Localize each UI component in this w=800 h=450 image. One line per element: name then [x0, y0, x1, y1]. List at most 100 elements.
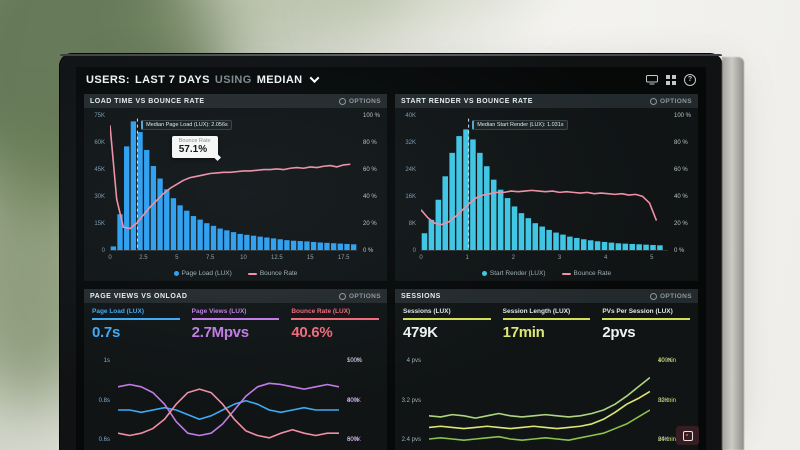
y-right-label: 40 min — [658, 358, 677, 365]
metric-selector[interactable]: MEDIAN — [256, 73, 303, 86]
start-render-vs-bounce-rate-svg — [421, 116, 663, 250]
legend-item-bounce-rate[interactable]: Bounce Rate — [561, 270, 611, 277]
x-tick-label: 3 — [557, 255, 562, 261]
y-left-label: 3.2 pvs — [401, 397, 421, 404]
x-tick-label: 0 — [108, 255, 112, 261]
metric-label: Sessions (LUX) — [403, 308, 451, 315]
options-button[interactable]: OPTIONS — [649, 97, 692, 105]
options-button[interactable]: OPTIONS — [338, 292, 381, 300]
page-views-vs-onload-trend-svg — [118, 352, 339, 450]
y-right-label: 60% — [347, 437, 360, 444]
series-dot-icon — [481, 271, 487, 276]
y-axis-left: 1s 0.8s 0.6s — [84, 352, 114, 450]
y-left-label: 0 — [412, 248, 416, 254]
y-left-label: 0.8s — [98, 397, 110, 404]
panel-header: LOAD TIME VS BOUNCE RATE OPTIONS — [84, 94, 387, 108]
start-render-chart: 40K 32K 24K 16K 8K 0 100 % 80 % 60 % 40 % 20 % 0 %… — [395, 108, 698, 266]
y-right-label: 60K — [658, 437, 669, 444]
gear-icon — [338, 97, 346, 105]
metric-page-load[interactable]: Page Load (LUX) 0.7s — [92, 308, 180, 341]
grid-icon[interactable] — [666, 74, 676, 85]
y-left-label: 15K — [94, 221, 105, 227]
y-axis-right: 100 % 80 % 60 % 40 % 20 % 0 % — [670, 113, 698, 254]
legend-item-page-load[interactable]: Page Load (LUX) — [173, 270, 232, 277]
y-left-label: 0.6s — [98, 437, 110, 444]
metric-page-views[interactable]: Page Views (LUX) 2.7Mpvs — [191, 308, 280, 341]
metric-session-length[interactable]: Session Length (LUX) 17min — [502, 308, 591, 341]
gear-icon — [338, 292, 346, 300]
panel-title: START RENDER VS BOUNCE RATE — [401, 97, 533, 105]
series-line-icon — [561, 272, 571, 275]
options-label: OPTIONS — [348, 97, 381, 105]
chart-tooltip: Bounce Rate 57.1% — [171, 136, 218, 159]
chevron-down-icon[interactable] — [309, 73, 319, 84]
metric-rule — [291, 318, 380, 320]
plot-area — [118, 352, 339, 450]
x-tick-label: 15 — [306, 255, 314, 261]
panel-start-render: START RENDER VS BOUNCE RATE OPTIONS 40K 3… — [395, 94, 698, 281]
legend-item-bounce-rate[interactable]: Bounce Rate — [247, 270, 298, 277]
metric-bounce-rate[interactable]: Bounce Rate (LUX) 40.6% — [291, 308, 380, 341]
metric-pvs-per-session[interactable]: PVs Per Session (LUX) 2pvs — [602, 308, 691, 341]
x-tick-label: 0 — [419, 255, 423, 261]
legend-label: Start Render (LUX) — [489, 270, 546, 277]
legend-label: Bounce Rate — [259, 270, 298, 277]
metric-value: 2pvs — [602, 324, 636, 341]
chart-legend: Page Load (LUX) Bounce Rate — [84, 266, 387, 281]
y-right-label: 80% — [347, 397, 360, 404]
x-tick-label: 1 — [465, 255, 469, 261]
camera-badge[interactable] — [676, 426, 699, 445]
x-tick-label: 2.5 — [139, 255, 148, 261]
y-right-label: 60 % — [674, 167, 688, 173]
y-right-label: 100K — [658, 358, 673, 365]
laptop-side-edge — [722, 57, 744, 450]
plant-blur-4 — [324, 0, 556, 58]
y-right-label: 40 % — [363, 194, 377, 200]
y-right-label: 0 % — [363, 248, 374, 254]
y-left-label: 32K — [405, 140, 416, 146]
y-right-label: 40 % — [674, 194, 688, 200]
y-right-label: 100 % — [674, 113, 692, 119]
y-axis-left: 4 pvs 3.2 pvs 2.4 pvs — [395, 352, 425, 450]
legend-item-start-render[interactable]: Start Render (LUX) — [481, 270, 546, 277]
metric-label: PVs Per Session (LUX) — [602, 308, 673, 315]
y-left-label: 40K — [405, 113, 416, 119]
panel-sessions: SESSIONS OPTIONS Sessions (LUX) 479K — [395, 289, 698, 450]
metric-rule — [403, 318, 491, 320]
title-range: LAST 7 DAYS — [134, 73, 210, 86]
sessions-trend-chart: 4 pvs 3.2 pvs 2.4 pvs 100K 40 min 80K 32 min 6… — [395, 344, 698, 450]
x-tick-label: 7.5 — [205, 255, 215, 261]
options-button[interactable]: OPTIONS — [649, 292, 692, 300]
y-right-label: 24 min — [658, 437, 677, 444]
tooltip-value: 57.1% — [178, 144, 208, 156]
options-button[interactable]: OPTIONS — [338, 97, 381, 105]
load-time-chart: 75K 60K 45K 30K 15K 0 100 % 80 % 60 % 40 % 20 % 0 … — [84, 108, 387, 266]
page-title: USERS: LAST 7 DAYS USING MEDIAN — [86, 73, 319, 86]
header-icons: ? — [646, 73, 696, 86]
y-axis-left: 75K 60K 45K 30K 15K 0 — [84, 113, 108, 254]
median-annotation: Median Start Render (LUX): 1.031s — [472, 120, 568, 130]
sessions-trend-svg — [429, 352, 650, 450]
y-left-label: 60K — [94, 140, 105, 146]
y-right-label: 80 % — [674, 140, 688, 146]
help-icon[interactable]: ? — [684, 73, 696, 86]
title-using: USING — [214, 73, 252, 86]
metric-rule — [502, 318, 591, 320]
dashboard-header: USERS: LAST 7 DAYS USING MEDIAN ? — [76, 67, 706, 92]
options-label: OPTIONS — [659, 97, 692, 105]
metric-rule — [92, 318, 180, 320]
y-right-label: 300K — [347, 437, 362, 444]
metric-sessions[interactable]: Sessions (LUX) 479K — [403, 308, 491, 341]
options-label: OPTIONS — [659, 292, 692, 300]
legend-label: Page Load (LUX) — [181, 270, 232, 277]
chart-legend: Start Render (LUX) Bounce Rate — [395, 266, 698, 281]
display-icon[interactable] — [646, 74, 658, 85]
metric-rule — [602, 318, 691, 320]
y-right-label: 80K — [658, 397, 669, 404]
plot-area: Median Start Render (LUX): 1.031s — [421, 116, 668, 251]
metric-value: 40.6% — [291, 324, 333, 341]
panel-title: SESSIONS — [401, 292, 441, 300]
median-annotation: Median Page Load (LUX): 2.056s — [141, 120, 232, 130]
y-right-label: 80 % — [363, 140, 377, 146]
metric-value: 2.7Mpvs — [191, 324, 249, 341]
